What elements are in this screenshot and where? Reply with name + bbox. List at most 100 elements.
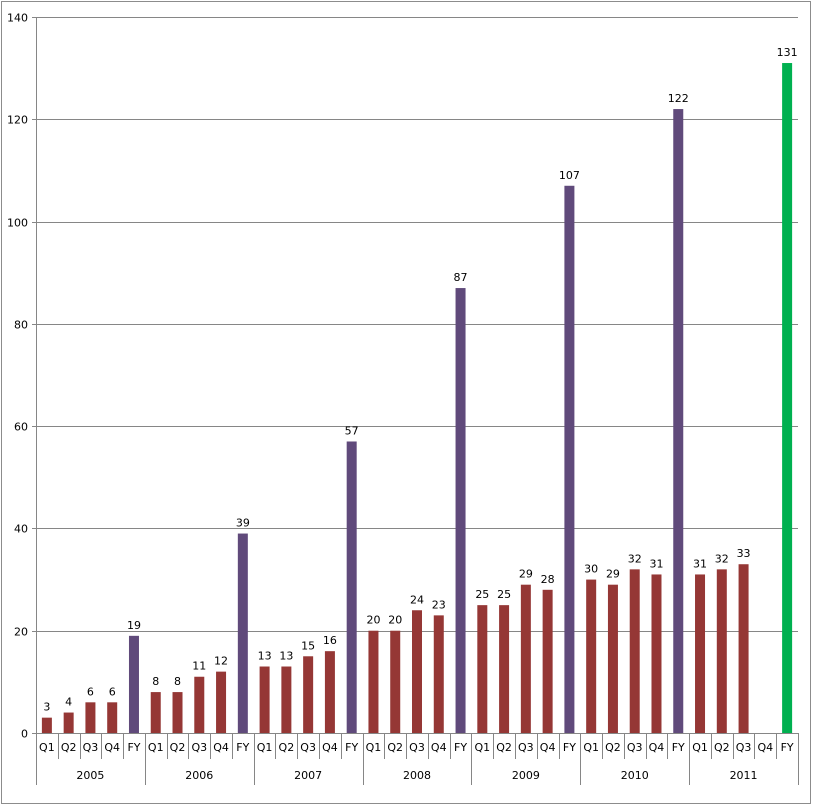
data-label: 6	[87, 685, 94, 698]
data-label: 13	[279, 650, 293, 663]
bar-fy-2009	[564, 185, 575, 733]
bar-2008-q3	[412, 610, 422, 733]
category-label: Q1	[366, 741, 382, 754]
y-axis: 0 20 40 60 80 100 120 140	[7, 12, 37, 741]
bar-fy-2011	[782, 63, 793, 734]
bar-2006-q4	[216, 671, 227, 733]
bar-2010-q4	[651, 574, 662, 733]
bar-2005-q1	[41, 717, 52, 733]
data-label: 131	[777, 46, 798, 59]
bar-2009-q2	[499, 605, 510, 733]
data-label: 30	[584, 563, 598, 576]
bar-2006-q2	[172, 692, 183, 733]
category-label: FY	[781, 741, 794, 754]
data-label: 20	[388, 614, 402, 627]
category-label: FY	[345, 741, 358, 754]
data-label: 31	[649, 557, 663, 570]
data-label: 19	[127, 619, 141, 632]
category-label: Q4	[213, 741, 229, 754]
data-label: 32	[715, 552, 729, 565]
category-label: Q3	[518, 741, 534, 754]
bar-2009-q4	[542, 589, 553, 733]
category-label: Q3	[191, 741, 207, 754]
bar-2009-q3	[520, 584, 531, 733]
year-label: 2009	[512, 769, 540, 782]
category-label: Q4	[322, 741, 338, 754]
category-label: Q2	[61, 741, 77, 754]
bar-fy-2006	[237, 533, 248, 733]
data-label: 12	[214, 655, 228, 668]
data-label: 8	[174, 675, 181, 688]
y-tick-label: 0	[21, 728, 28, 741]
bar-fy-2005	[128, 635, 139, 733]
bar-2011-q2	[716, 569, 727, 733]
category-label: Q1	[692, 741, 708, 754]
year-label: 2010	[621, 769, 649, 782]
bar-2011-q3	[738, 564, 749, 733]
data-label: 3	[43, 701, 50, 714]
data-label: 4	[65, 696, 72, 709]
data-labels: 3 4 6 6 19 8 8 11 12 39 13 13 15 16 57 20 20 24 23 87 25 25 29…	[43, 46, 797, 714]
year-label: 2007	[294, 769, 322, 782]
bar-2010-q3	[629, 569, 640, 733]
bar-2010-q1	[586, 579, 597, 733]
category-label: Q4	[540, 741, 556, 754]
data-label: 6	[109, 685, 116, 698]
bar-2009-q1	[477, 605, 488, 733]
y-tick-label: 80	[14, 319, 28, 332]
bar-2008-q2	[390, 630, 401, 733]
data-label: 16	[323, 634, 337, 647]
bars	[41, 63, 793, 734]
bar-2006-q3	[194, 676, 205, 733]
year-label: 2006	[185, 769, 213, 782]
category-label: FY	[672, 741, 685, 754]
data-label: 31	[693, 557, 707, 570]
bar-2005-q3	[85, 702, 96, 733]
data-label: 122	[668, 92, 689, 105]
data-label: 28	[541, 573, 555, 586]
y-tick-label: 140	[7, 12, 28, 25]
data-label: 25	[475, 588, 489, 601]
category-label: FY	[454, 741, 467, 754]
x-axis: Q1 Q2 Q3 Q4 FY 2005 Q1 Q2 Q3 Q4 FY 2006 Q1 Q2 Q3 Q4 FY 20…	[32, 733, 799, 785]
data-label: 25	[497, 588, 511, 601]
data-label: 32	[628, 552, 642, 565]
category-label: Q2	[605, 741, 621, 754]
category-label: Q3	[627, 741, 643, 754]
data-label: 33	[737, 547, 751, 560]
bar-2008-q4	[433, 615, 444, 733]
bar-2005-q2	[63, 712, 74, 733]
year-label: 2005	[76, 769, 104, 782]
data-label: 29	[606, 568, 620, 581]
category-label: FY	[563, 741, 576, 754]
y-tick-label: 40	[14, 523, 28, 536]
category-label: Q3	[736, 741, 752, 754]
data-label: 87	[454, 271, 468, 284]
category-label: Q4	[431, 741, 447, 754]
category-label: Q4	[758, 741, 774, 754]
category-label: Q1	[39, 741, 55, 754]
y-tick-label: 100	[7, 217, 28, 230]
bar-2007-q3	[303, 656, 314, 733]
y-tick-label: 20	[14, 626, 28, 639]
year-label: 2008	[403, 769, 431, 782]
category-label: FY	[127, 741, 140, 754]
data-label: 39	[236, 517, 250, 530]
category-label: FY	[236, 741, 249, 754]
category-label: Q2	[496, 741, 512, 754]
y-tick-label: 120	[7, 114, 28, 127]
gridlines	[36, 17, 798, 632]
category-label: Q1	[583, 741, 599, 754]
category-label: Q2	[279, 741, 295, 754]
data-label: 29	[519, 568, 533, 581]
bar-2005-q4	[107, 702, 118, 733]
category-label: Q2	[170, 741, 186, 754]
data-label: 107	[559, 169, 580, 182]
category-label: Q4	[104, 741, 120, 754]
y-tick-label: 60	[14, 421, 28, 434]
data-label: 24	[410, 593, 424, 606]
category-label: Q3	[409, 741, 425, 754]
data-label: 11	[192, 660, 206, 673]
data-label: 57	[345, 424, 359, 437]
